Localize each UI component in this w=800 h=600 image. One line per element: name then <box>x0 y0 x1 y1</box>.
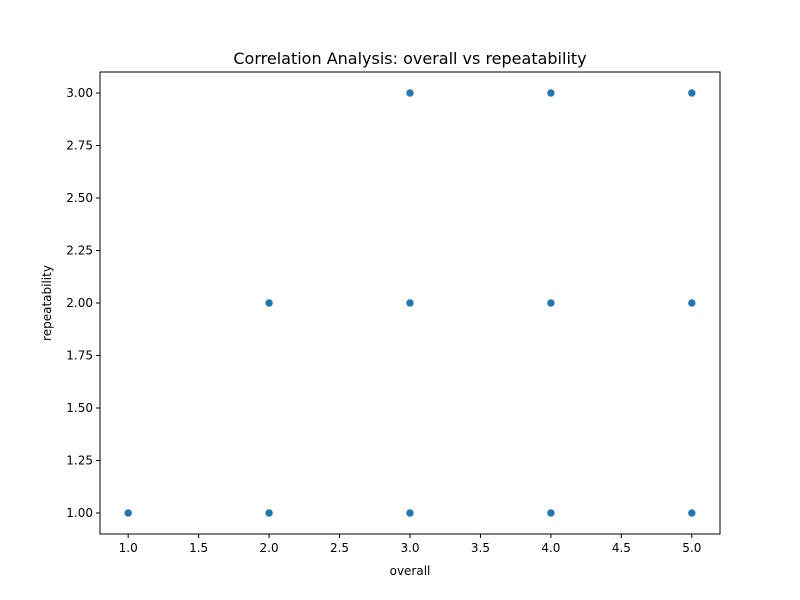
chart-title: Correlation Analysis: overall vs repeata… <box>233 49 586 68</box>
x-tick-label: 2.5 <box>330 541 349 555</box>
y-tick-label: 1.50 <box>66 401 93 415</box>
data-point <box>546 88 556 98</box>
data-point <box>405 88 415 98</box>
data-point <box>687 508 697 518</box>
y-tick-label: 1.75 <box>66 349 93 363</box>
x-tick-label: 2.0 <box>260 541 279 555</box>
x-tick-label: 1.0 <box>119 541 138 555</box>
data-point <box>405 298 415 308</box>
data-point <box>123 508 133 518</box>
y-axis-label: repeatability <box>40 265 54 341</box>
data-point <box>546 298 556 308</box>
y-tick-label: 1.25 <box>66 454 93 468</box>
y-tick-label: 2.50 <box>66 191 93 205</box>
x-tick-label: 5.0 <box>682 541 701 555</box>
x-tick-label: 1.5 <box>189 541 208 555</box>
plot-points <box>123 88 697 518</box>
x-tick-label: 4.5 <box>612 541 631 555</box>
data-point <box>264 298 274 308</box>
y-tick-label: 3.00 <box>66 86 93 100</box>
x-tick-label: 4.0 <box>541 541 560 555</box>
x-axis-label: overall <box>390 564 431 578</box>
data-point <box>687 88 697 98</box>
y-tick-label: 2.25 <box>66 244 93 258</box>
y-tick-label: 2.75 <box>66 139 93 153</box>
y-tick-label: 2.00 <box>66 296 93 310</box>
x-tick-label: 3.0 <box>400 541 419 555</box>
data-point <box>687 298 697 308</box>
y-tick-label: 1.00 <box>66 506 93 520</box>
data-point <box>546 508 556 518</box>
x-tick-label: 3.5 <box>471 541 490 555</box>
data-point <box>264 508 274 518</box>
y-axis-ticks: 1.00 1.25 1.50 1.75 2.00 2.25 2.50 2.75 3.00 <box>66 86 100 520</box>
data-point <box>405 508 415 518</box>
x-axis-ticks: 1.0 1.5 2.0 2.5 3.0 3.5 4.0 4.5 5.0 <box>119 534 701 555</box>
